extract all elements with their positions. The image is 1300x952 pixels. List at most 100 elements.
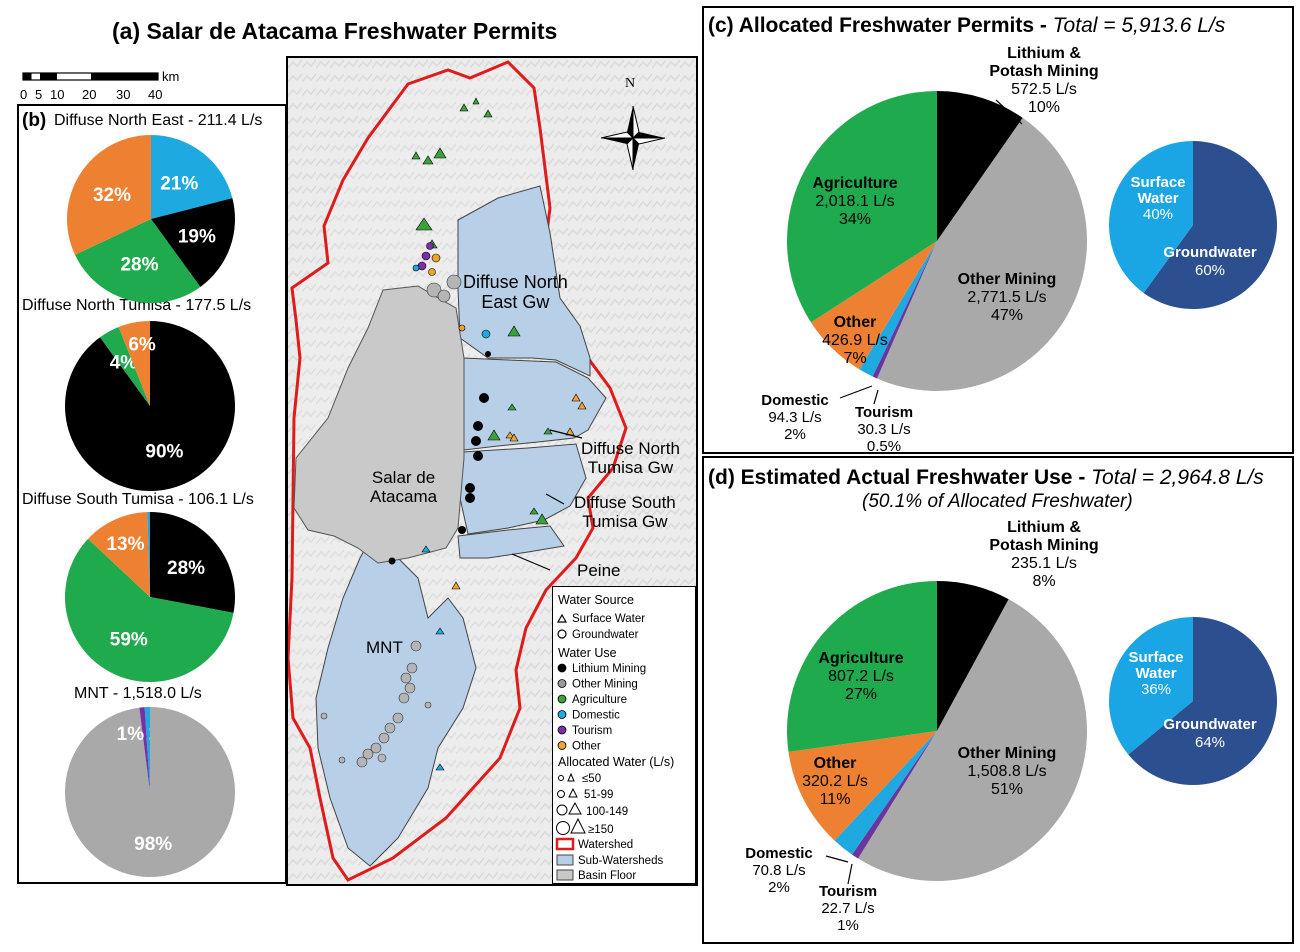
legend-use-title: Water Use — [558, 646, 617, 660]
legend-use-icon — [557, 679, 567, 688]
pie-actual-source — [1109, 617, 1277, 785]
legend-use-label: Tourism — [572, 725, 612, 737]
map — [288, 58, 696, 884]
panel-d-title-total: Total = 2,964.8 L/s — [1091, 466, 1264, 489]
legend-use-icon — [557, 710, 567, 719]
c-label-other: Other 426.9 L/s 7% — [822, 314, 888, 367]
pie-slice-label: 19% — [178, 227, 216, 248]
pie-slice-tourism — [852, 731, 937, 859]
pie-slice-other — [810, 241, 937, 370]
pie-slice-agriculture — [787, 91, 937, 323]
scale-tick-3: 20 — [82, 87, 96, 102]
d-label-agriculture: Agriculture 807.2 L/s 27% — [818, 650, 904, 703]
legend-alloc-3: 100-149 — [586, 806, 628, 818]
scale-tick-4: 30 — [116, 87, 130, 102]
sub-watershed-peine — [457, 525, 565, 559]
legend-alloc-2: 51-99 — [584, 789, 613, 801]
c-label-lithium: Lithium & Potash Mining 572.5 L/s 10% — [989, 45, 1099, 116]
alloc-4-circle-icon — [556, 821, 570, 835]
pie-slice-label: 1% — [117, 724, 145, 745]
pie-mnt: 1%98%1% — [64, 707, 235, 877]
panel-d-subtitle: (50.1% of Allocated Freshwater) — [862, 491, 1133, 512]
legend-use-label: Domestic — [572, 710, 620, 722]
pie-slice-lithium-potash-mining — [937, 581, 1009, 731]
c-label-surface: Surface Water 40% — [1130, 174, 1186, 223]
pie-slice-label: 13% — [106, 534, 144, 555]
markers-agriculture — [411, 97, 553, 525]
pie-slice-domestic — [147, 512, 150, 597]
markers-domestic — [412, 264, 491, 635]
legend-basin-icon — [556, 869, 574, 881]
panel-d — [702, 456, 1294, 944]
basin-floor — [293, 285, 465, 564]
scale-bar: km 0 5 10 20 30 40 — [20, 69, 179, 102]
d-label-tourism: Tourism 22.7 L/s 1% — [818, 883, 878, 934]
north-arrow-icon — [600, 105, 666, 171]
legend-use-icon — [557, 663, 567, 673]
pie-slice-domestic — [151, 135, 233, 219]
legend-use-icon — [557, 725, 567, 735]
legend-surface-icon — [556, 613, 568, 623]
pie-slice-label: 32% — [93, 185, 131, 206]
d-label-other: Other 320.2 L/s 11% — [802, 755, 868, 808]
legend-surface: Surface Water — [572, 613, 645, 625]
scale-tick-5: 40 — [148, 87, 162, 102]
pie-diffuse-north-tumisa: 90% 4%6% — [64, 321, 236, 491]
legend-use-icon — [557, 694, 567, 704]
pie-slice-other-mining — [64, 707, 235, 877]
pie-slice-groundwater — [1128, 617, 1277, 785]
label-dst: Diffuse South Tumisa Gw — [574, 493, 676, 531]
markers-other — [428, 253, 587, 590]
d-label-lithium: Lithium & Potash Mining 235.1 L/s 8% — [989, 519, 1099, 590]
pie-slice-groundwater — [1143, 141, 1277, 309]
legend-use-icon — [557, 741, 567, 750]
panel-c-title-bold: (c) Allocated Freshwater Permits - — [708, 14, 1053, 37]
pie-slice-lithium-potash-mining — [937, 91, 1023, 241]
panel-c — [702, 6, 1294, 454]
label-peine: Peine — [577, 561, 621, 580]
pie-slice-label: 28% — [120, 255, 158, 276]
pie-slice-agriculture — [74, 219, 201, 303]
legend-alloc-1: ≤50 — [582, 773, 601, 785]
pie-allocated-permits — [787, 91, 1088, 392]
legend-ground: Groundwater — [572, 629, 639, 641]
c-label-domestic: Domestic 94.3 L/s 2% — [761, 392, 829, 443]
pie-slice-tourism — [139, 707, 150, 792]
legend-subwatershed: Sub-Watersheds — [578, 855, 663, 867]
pie-b2-title: Diffuse North Tumisa - 177.5 L/s — [22, 297, 252, 314]
d-label-domestic: Domestic 70.8 L/s 2% — [745, 845, 813, 896]
alloc-1-tri-icon — [567, 772, 575, 782]
sub-watershed-dst — [459, 443, 587, 535]
sub-watershed-mnt — [315, 525, 477, 867]
pie-slice-lithium-mining — [151, 198, 236, 287]
pie-slice-domestic — [834, 731, 937, 855]
c-label-tourism: Tourism 30.3 L/s 0.5% — [854, 404, 914, 455]
legend-subwatershed-icon — [556, 854, 574, 866]
pie-slice-label: 59% — [110, 630, 148, 651]
alloc-3-circle-icon — [556, 804, 568, 816]
label-dne: Diffuse North East Gw — [463, 272, 568, 312]
markers-lithium — [388, 351, 491, 565]
pie-slice-agriculture — [100, 326, 150, 406]
pie-diffuse-north-east: 21% 19% 28% 32% — [66, 135, 236, 303]
c-label-groundwater: Groundwater 60% — [1163, 244, 1257, 279]
map-legend — [552, 586, 696, 884]
scale-tick-2: 10 — [50, 87, 64, 102]
pie-slice-surface-water — [1109, 617, 1193, 755]
pie-b4-title: MNT - 1,518.0 L/s — [74, 685, 202, 702]
pie-slice-label: 28% — [167, 558, 205, 579]
pie-diffuse-south-tumisa: 28% 59% 13% — [65, 512, 235, 682]
pie-slice-surface-water — [1109, 141, 1193, 293]
markers-other-mining — [320, 274, 462, 768]
pie-slice-tourism — [872, 241, 937, 379]
d-label-groundwater: Groundwater 64% — [1163, 716, 1257, 751]
alloc-2-tri-icon — [568, 787, 578, 798]
pie-slice-label: 98% — [134, 834, 172, 855]
pie-slice-other — [118, 321, 150, 406]
markers-tourism — [417, 242, 434, 271]
pie-slice-lithium-mining — [150, 512, 235, 613]
pie-slice-label: 90% — [145, 441, 183, 462]
legend-watershed-icon — [555, 837, 575, 851]
panel-c-title: (c) Allocated Freshwater Permits - Total… — [708, 14, 1225, 38]
pie-slice-other — [66, 135, 151, 255]
